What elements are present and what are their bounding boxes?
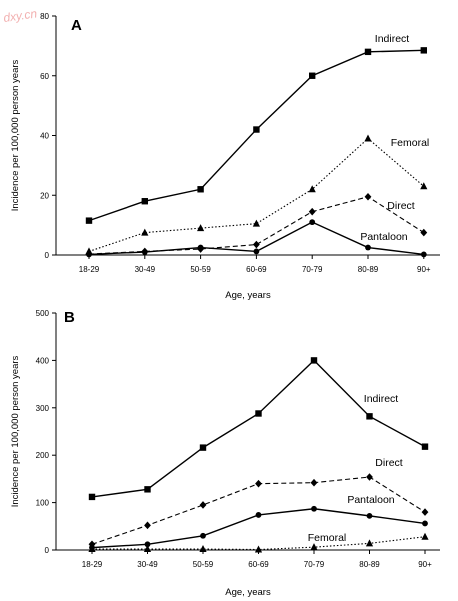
x-tick-label: 80-89: [358, 265, 379, 274]
x-axis-title: Age, years: [225, 587, 271, 598]
x-tick-label: 70-79: [304, 560, 325, 569]
series-label-femoral: Femoral: [391, 137, 430, 149]
data-point-pantaloon: [86, 251, 92, 258]
data-point-direct: [88, 540, 96, 549]
data-point-indirect: [310, 357, 318, 364]
y-tick-label: 300: [36, 404, 50, 413]
series-line-indirect: [88, 49, 424, 222]
data-point-direct: [255, 479, 262, 488]
x-tick-label: 18-29: [79, 265, 100, 274]
data-point-femoral: [421, 532, 429, 540]
y-tick-label: 0: [45, 251, 50, 260]
watermark-text: dxy.cn: [2, 6, 38, 25]
data-point-indirect: [253, 126, 260, 133]
data-point-femoral: [308, 185, 316, 193]
data-point-indirect: [364, 48, 372, 56]
data-point-direct: [310, 478, 318, 487]
x-tick-label: 80-89: [359, 560, 380, 569]
data-point-indirect: [144, 486, 151, 493]
y-axis-title: Incidence per 100,000 person years: [10, 355, 21, 507]
data-point-indirect: [85, 217, 93, 224]
data-point-direct: [421, 508, 429, 516]
y-axis-title: Incidence per 100,000 person years: [10, 59, 21, 211]
data-point-pantaloon: [255, 512, 262, 518]
data-point-indirect: [197, 186, 204, 193]
data-point-direct: [144, 521, 151, 530]
data-point-direct: [420, 228, 428, 237]
data-point-direct: [199, 501, 207, 509]
data-point-pantaloon: [141, 249, 148, 255]
data-point-indirect: [420, 47, 427, 54]
data-point-femoral: [310, 543, 318, 551]
data-point-pantaloon: [253, 248, 260, 255]
data-point-indirect: [366, 413, 373, 420]
series-label-direct: Direct: [387, 200, 415, 212]
series-label-femoral: Femoral: [308, 532, 347, 544]
data-point-pantaloon: [200, 532, 206, 539]
y-tick-label: 500: [36, 309, 50, 318]
data-point-pantaloon: [144, 541, 151, 548]
data-point-femoral: [364, 134, 372, 142]
series-label-indirect: Indirect: [364, 393, 399, 405]
data-point-femoral: [197, 224, 205, 232]
data-point-direct: [366, 473, 373, 481]
data-point-direct: [364, 192, 372, 201]
data-point-femoral: [365, 539, 374, 547]
data-point-femoral: [254, 545, 263, 553]
data-point-femoral: [141, 228, 149, 236]
data-point-indirect: [255, 410, 262, 417]
data-point-indirect: [309, 72, 316, 79]
y-tick-label: 100: [36, 499, 50, 508]
data-point-indirect: [88, 493, 96, 501]
y-tick-label: 20: [40, 191, 49, 200]
data-point-pantaloon: [311, 505, 317, 512]
x-tick-label: 30-49: [137, 560, 158, 569]
y-tick-label: 400: [36, 356, 50, 365]
x-tick-label: 70-79: [302, 265, 323, 274]
data-point-femoral: [143, 545, 152, 553]
data-point-indirect: [199, 444, 207, 451]
y-tick-label: 40: [40, 132, 49, 141]
series-label-direct: Direct: [375, 457, 403, 469]
y-tick-label: 200: [36, 451, 50, 460]
x-tick-label: 30-49: [135, 265, 156, 274]
data-point-femoral: [252, 219, 260, 227]
data-point-pantaloon: [197, 244, 204, 251]
series-line-indirect: [91, 359, 426, 498]
panel-letter: B: [64, 309, 75, 326]
x-tick-label: 50-59: [193, 560, 214, 569]
data-point-femoral: [88, 545, 96, 553]
x-tick-label: 60-69: [248, 560, 269, 569]
data-point-pantaloon: [422, 520, 428, 527]
series-label-pantaloon: Pantaloon: [347, 494, 394, 506]
data-point-direct: [253, 240, 260, 249]
data-point-pantaloon: [309, 219, 316, 226]
y-tick-label: 60: [40, 72, 49, 81]
y-tick-label: 0: [45, 546, 50, 555]
x-tick-label: 90+: [418, 560, 432, 569]
x-tick-label: 60-69: [246, 265, 267, 274]
data-point-pantaloon: [366, 512, 373, 519]
data-point-femoral: [420, 182, 428, 190]
series-label-pantaloon: Pantaloon: [360, 231, 407, 243]
data-point-femoral: [199, 545, 207, 553]
x-tick-label: 18-29: [82, 560, 103, 569]
data-point-pantaloon: [420, 251, 427, 258]
series-label-indirect: Indirect: [375, 33, 410, 45]
data-point-pantaloon: [365, 244, 371, 251]
data-point-indirect: [141, 198, 148, 205]
data-point-indirect: [421, 443, 429, 450]
x-axis-title: Age, years: [225, 290, 271, 301]
x-tick-label: 90+: [417, 265, 431, 274]
chart-panel-a: 0 20 40 60 80 18-29 30-49 50-59 60-69 70-79 80-89 9…: [10, 12, 440, 301]
x-tick-label: 50-59: [190, 265, 211, 274]
chart-panel-b: 0 100 200 300 400 500 18-29 30-49 50-59 60-69 70-7…: [10, 309, 440, 598]
data-point-direct: [308, 207, 316, 216]
y-tick-label: 80: [40, 12, 49, 21]
panel-letter: A: [71, 17, 82, 34]
